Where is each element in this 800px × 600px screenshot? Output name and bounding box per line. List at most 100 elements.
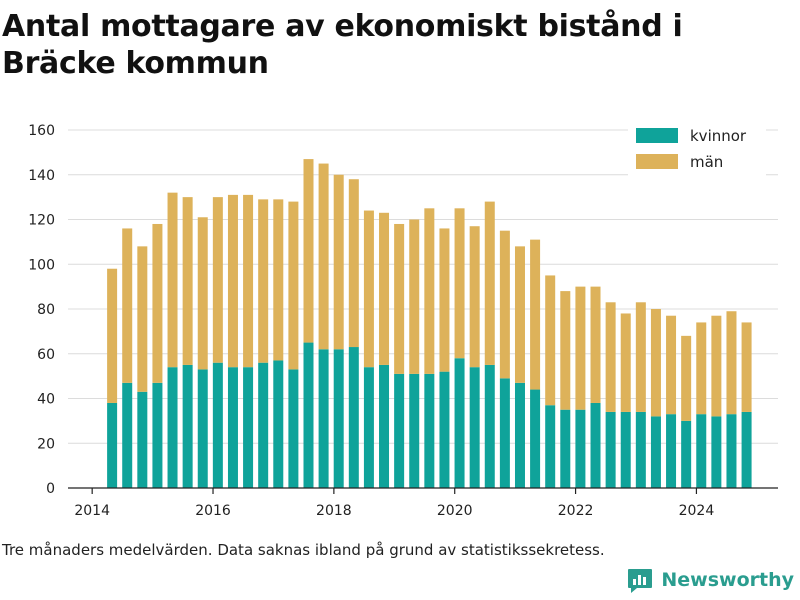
bar-man xyxy=(499,230,510,379)
brand-logo: Newsworthy xyxy=(627,564,794,596)
bar-kvinnor xyxy=(560,409,571,488)
bar-kvinnor xyxy=(409,373,420,488)
bar-kvinnor xyxy=(167,367,178,488)
bar-kvinnor xyxy=(590,402,601,488)
bar-kvinnor xyxy=(318,349,329,488)
bar-kvinnor xyxy=(137,391,148,488)
bar-man xyxy=(711,315,722,417)
bar-kvinnor xyxy=(530,389,541,488)
x-axis-ticks: 2014 2016 2018 2020 2022 2024 xyxy=(74,488,714,519)
bar-kvinnor xyxy=(514,382,525,488)
bar-man xyxy=(227,194,238,368)
bar-man xyxy=(197,217,208,370)
bar-man xyxy=(439,228,450,372)
bar-kvinnor xyxy=(681,420,692,488)
bar-man xyxy=(454,208,465,359)
y-tick-label: 140 xyxy=(28,168,55,184)
y-axis-ticks: 0 20 40 60 80 100 120 140 160 xyxy=(28,123,55,497)
bar-kvinnor xyxy=(711,416,722,488)
bar-kvinnor xyxy=(439,371,450,488)
bar-kvinnor xyxy=(696,414,707,488)
bar-man xyxy=(122,228,133,383)
bar-kvinnor xyxy=(379,364,390,488)
bar-man xyxy=(182,197,193,365)
y-tick-label: 100 xyxy=(28,257,55,273)
legend-label-man: män xyxy=(690,153,723,171)
bar-man xyxy=(666,315,677,415)
x-tick-label: 2022 xyxy=(558,503,594,519)
bar-man xyxy=(152,223,163,383)
bar-man xyxy=(514,246,525,383)
bar-kvinnor xyxy=(258,362,269,488)
bar-kvinnor xyxy=(363,367,374,488)
y-tick-label: 20 xyxy=(37,436,55,452)
x-tick-label: 2018 xyxy=(316,503,352,519)
x-tick-label: 2016 xyxy=(195,503,231,519)
bar-man xyxy=(530,239,541,390)
bar-kvinnor xyxy=(182,364,193,488)
bar-kvinnor xyxy=(424,373,435,488)
bar-man xyxy=(635,302,646,412)
y-tick-label: 60 xyxy=(37,347,55,363)
bar-kvinnor xyxy=(545,405,556,488)
bar-kvinnor xyxy=(575,409,586,488)
bar-man xyxy=(363,210,374,368)
bar-man xyxy=(379,212,390,365)
legend-swatch-man xyxy=(636,154,678,169)
bar-kvinnor xyxy=(484,364,495,488)
bar-kvinnor xyxy=(197,369,208,488)
bar-man xyxy=(107,268,118,403)
bar-kvinnor xyxy=(303,342,314,488)
bar-man xyxy=(620,313,631,412)
bar-man xyxy=(650,309,661,417)
bar-man xyxy=(303,159,314,343)
bar-kvinnor xyxy=(288,369,299,488)
bar-man xyxy=(318,163,329,350)
bar-man xyxy=(212,197,223,363)
legend-swatch-kvinnor xyxy=(636,128,678,143)
bar-man xyxy=(409,219,420,374)
bar-kvinnor xyxy=(620,411,631,488)
bars xyxy=(107,159,752,488)
bar-kvinnor xyxy=(650,416,661,488)
bar-kvinnor xyxy=(469,367,480,488)
x-tick-label: 2020 xyxy=(437,503,473,519)
bar-kvinnor xyxy=(243,367,254,488)
y-tick-label: 120 xyxy=(28,213,55,229)
bar-kvinnor xyxy=(666,414,677,488)
brand-name: Newsworthy xyxy=(661,569,794,591)
x-tick-label: 2024 xyxy=(679,503,715,519)
x-tick-label: 2014 xyxy=(74,503,110,519)
bar-kvinnor xyxy=(333,349,344,488)
bar-man xyxy=(243,194,254,368)
legend-label-kvinnor: kvinnor xyxy=(690,127,747,145)
bar-man xyxy=(726,311,737,415)
y-tick-label: 40 xyxy=(37,392,55,408)
bar-kvinnor xyxy=(227,367,238,488)
bar-man xyxy=(424,208,435,374)
bar-man xyxy=(741,322,752,412)
bar-kvinnor xyxy=(212,362,223,488)
bar-man xyxy=(590,286,601,403)
bar-man xyxy=(484,201,495,365)
bar-man xyxy=(273,199,284,361)
y-tick-label: 80 xyxy=(37,302,55,318)
bar-man xyxy=(167,192,178,368)
bar-kvinnor xyxy=(273,360,284,488)
bar-man xyxy=(348,179,359,348)
legend: kvinnor män xyxy=(628,124,766,176)
y-tick-label: 0 xyxy=(46,481,55,497)
bar-man xyxy=(288,201,299,370)
bar-kvinnor xyxy=(726,414,737,488)
bar-kvinnor xyxy=(454,358,465,488)
bar-kvinnor xyxy=(635,411,646,488)
bar-man xyxy=(469,226,480,368)
bar-man xyxy=(696,322,707,415)
bar-kvinnor xyxy=(107,402,118,488)
bar-kvinnor xyxy=(348,347,359,488)
bar-man xyxy=(560,291,571,410)
chart-title: Antal mottagare av ekonomiskt bistånd i … xyxy=(2,9,683,81)
y-tick-label: 160 xyxy=(28,123,55,139)
bar-kvinnor xyxy=(741,411,752,488)
